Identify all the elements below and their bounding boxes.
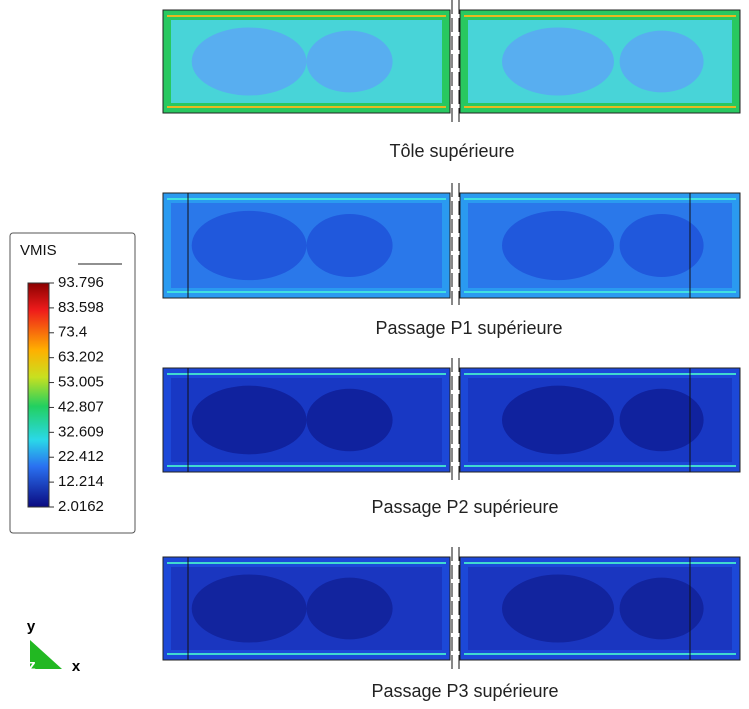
panel-blob <box>619 214 704 277</box>
axis-label: z <box>28 657 36 674</box>
panel-blob <box>619 30 704 93</box>
panel-blob <box>502 574 614 643</box>
panel-caption: Passage P2 supérieure <box>371 497 558 517</box>
panel-frame <box>459 367 741 473</box>
legend-tick-label: 53.005 <box>58 374 104 391</box>
panel-blob <box>191 385 307 455</box>
panel-frame <box>162 367 451 473</box>
panel-caption: Passage P1 supérieure <box>375 318 562 338</box>
axis-triad: y z x <box>27 618 81 675</box>
legend-tick-label: 73.4 <box>58 324 87 341</box>
panel-blob <box>191 210 307 281</box>
panel-frame <box>162 556 451 661</box>
legend-tick-label: 12.214 <box>58 473 104 490</box>
panel-blob <box>619 577 704 640</box>
legend-tick-label: 22.412 <box>58 448 104 465</box>
result-panel <box>162 183 741 308</box>
panel-frame <box>459 192 741 299</box>
color-bar <box>27 282 50 508</box>
axis-label: x <box>72 658 81 675</box>
panel-blob <box>191 574 307 643</box>
panel-blob <box>619 388 704 452</box>
panel-blob <box>306 30 393 93</box>
panel-blob <box>306 388 393 452</box>
legend-tick-label: 2.0162 <box>58 498 104 515</box>
legend-tick-label: 42.807 <box>58 398 104 415</box>
legend-title: VMIS <box>20 242 57 259</box>
triad <box>30 640 62 669</box>
legend: VMIS 93.796 83.598 73.4 63.202 53.005 42.807 3… <box>9 232 136 534</box>
panel-blob <box>306 577 393 640</box>
panel-caption: Passage P3 supérieure <box>371 681 558 701</box>
panel-blob <box>191 27 307 96</box>
legend-tick-label: 83.598 <box>58 299 104 316</box>
panel-blob <box>306 214 393 277</box>
panel-frame <box>162 9 451 114</box>
legend-tick-label: 93.796 <box>58 274 104 291</box>
legend-tick-label: 32.609 <box>58 423 104 440</box>
result-panel <box>162 547 741 670</box>
panel-frame <box>459 556 741 661</box>
result-panel <box>162 358 741 482</box>
legend-tick-label: 63.202 <box>58 349 104 366</box>
axis-label: y <box>27 618 36 635</box>
legend-ticks: 93.796 83.598 73.4 63.202 53.005 42.807 32.609… <box>49 274 104 515</box>
panel-frame <box>162 192 451 299</box>
panel-blob <box>502 385 614 455</box>
panels <box>162 0 741 670</box>
panel-blob <box>502 27 614 96</box>
panel-blob <box>502 210 614 281</box>
panel-frame <box>459 9 741 114</box>
panel-caption: Tôle supérieure <box>389 141 514 161</box>
result-panel <box>162 0 741 123</box>
